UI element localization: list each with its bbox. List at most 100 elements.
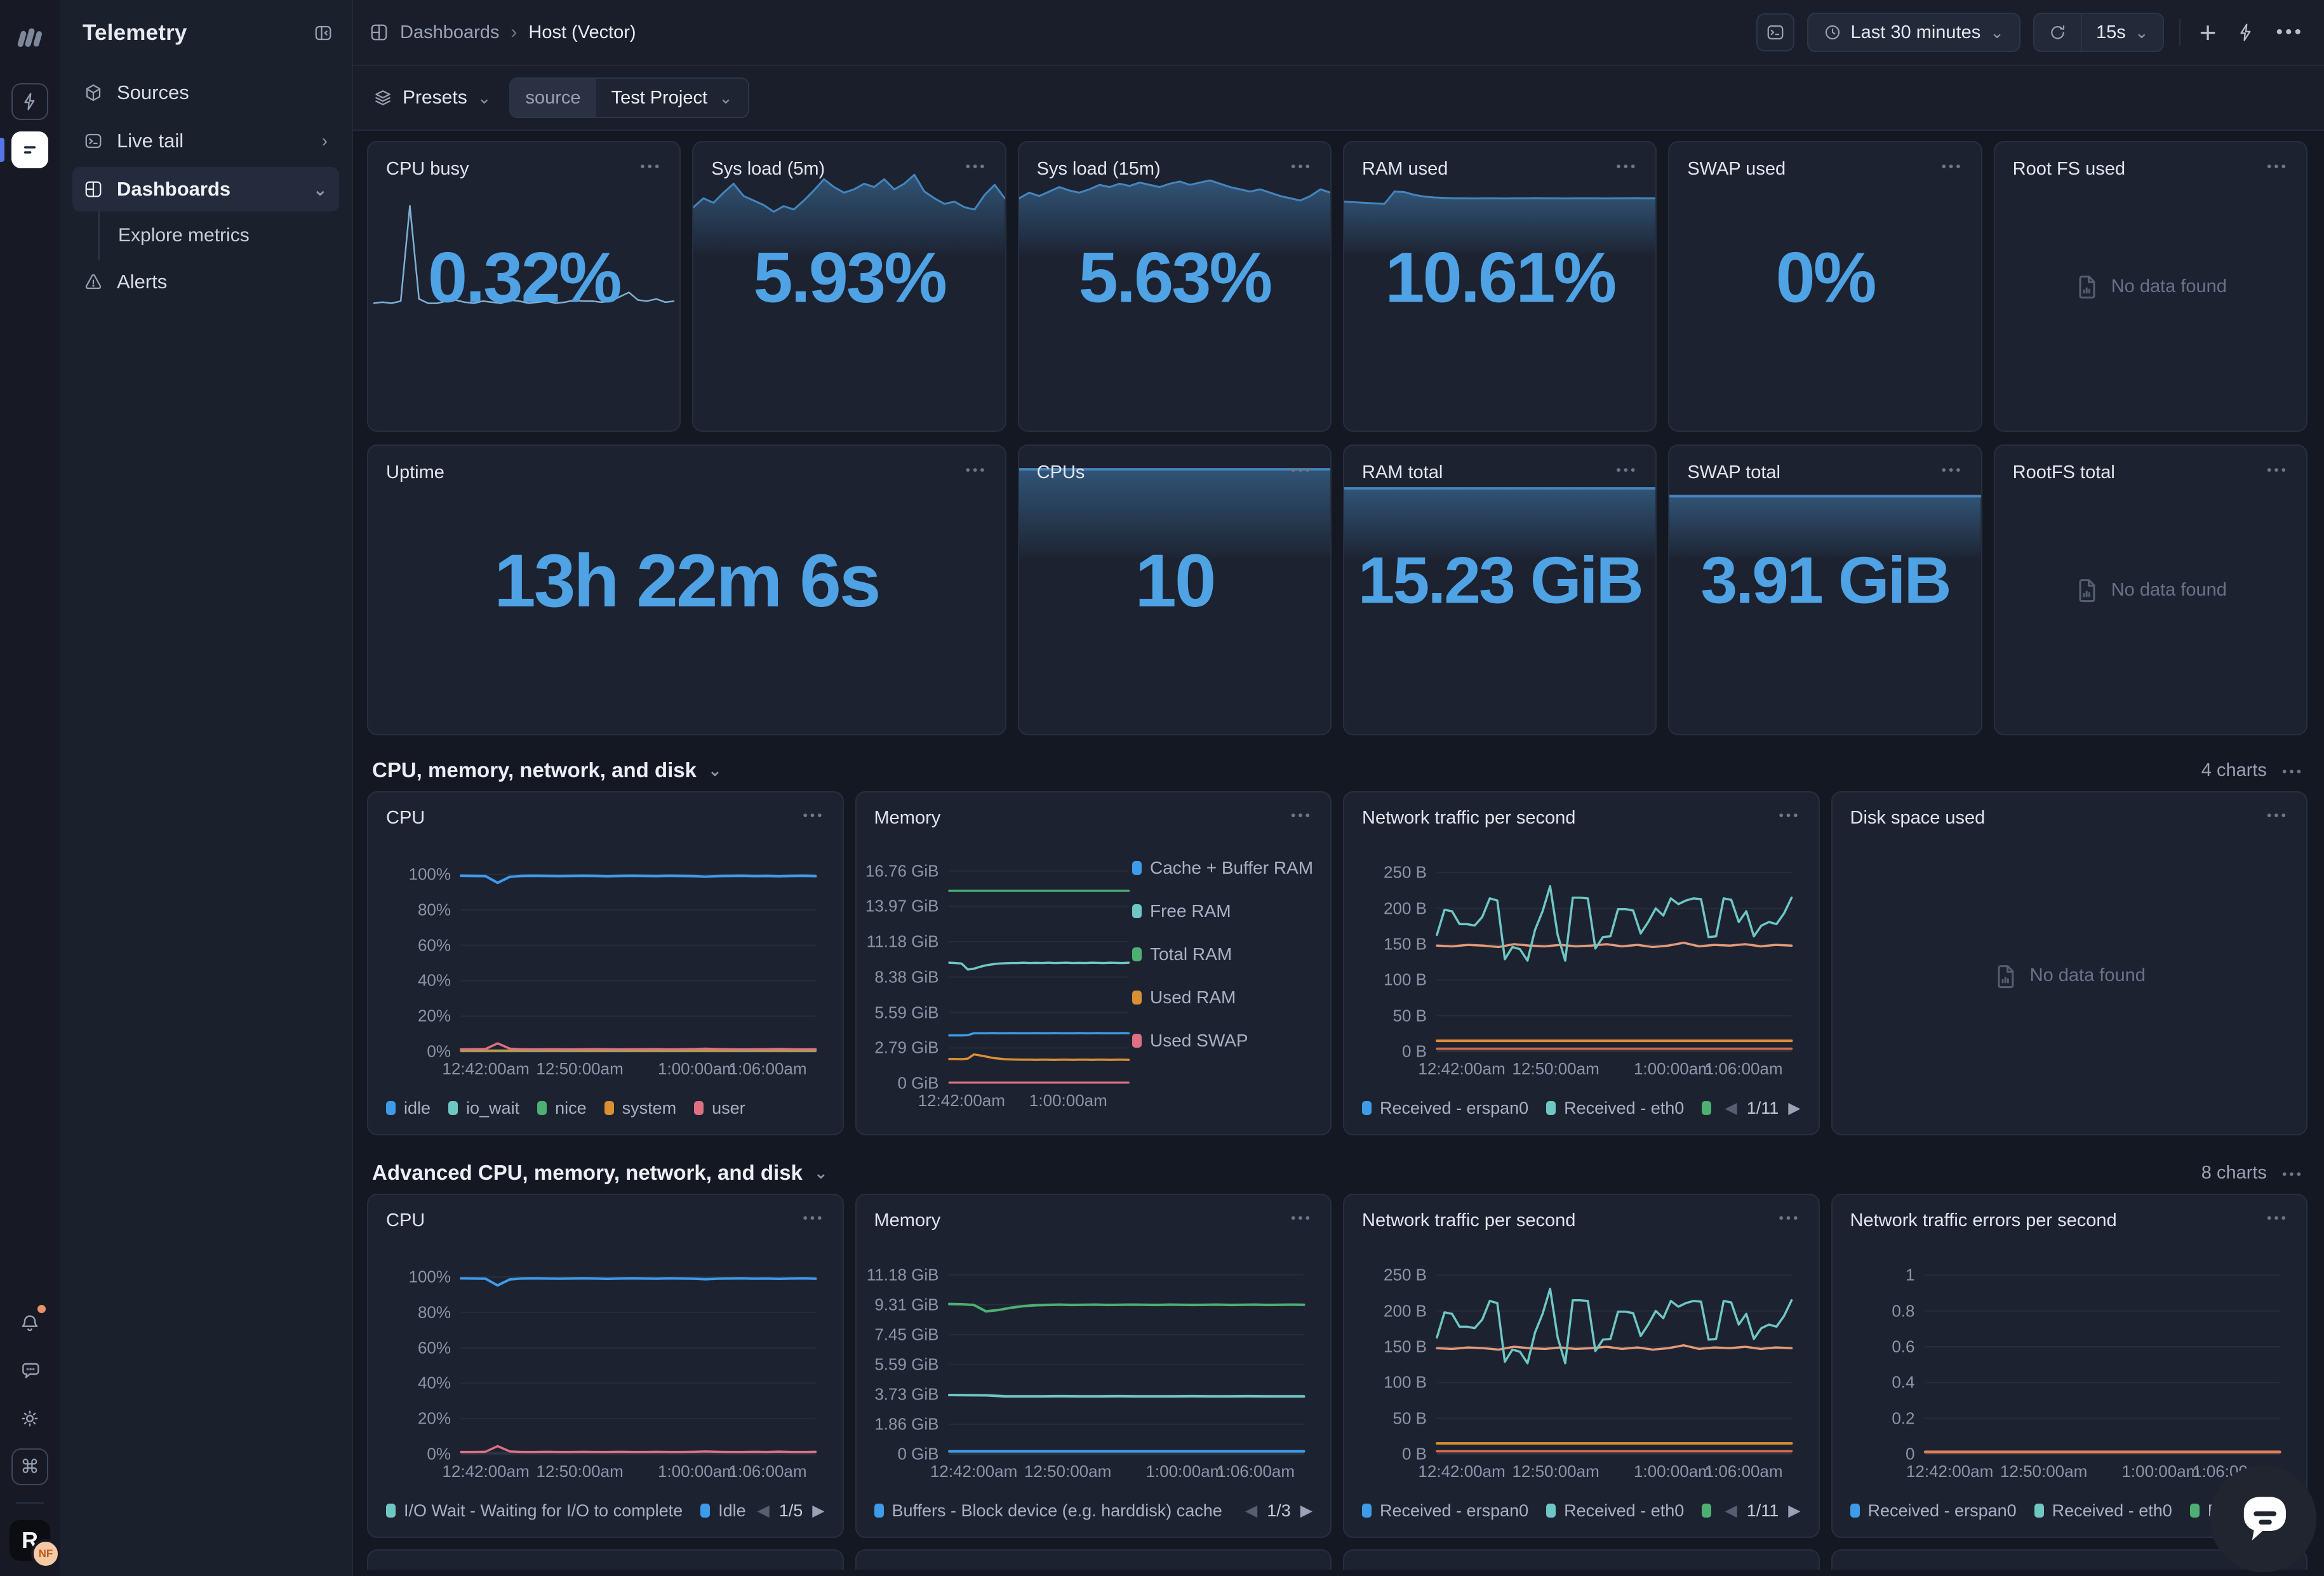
card-stub: [367, 1549, 844, 1570]
chevron-right-icon: ›: [322, 131, 328, 151]
chart-card-cpu: CPU ••• 0%20%40%60%80%100%12:42:00am12:50…: [367, 791, 844, 1135]
network-errors-chart[interactable]: 00.20.40.60.8112:42:00am12:50:00am1:00:0…: [1925, 1268, 2280, 1454]
sidebar: Telemetry Sources Live tail › Dashboards…: [60, 0, 353, 1576]
card-title: Network traffic errors per second: [1850, 1210, 2117, 1231]
card-title: RootFS total: [2013, 462, 2115, 483]
chart-card-network: Network traffic per second••• 0 B50 B100…: [1343, 791, 1820, 1135]
card-menu-icon[interactable]: •••: [1616, 462, 1638, 476]
feedback-button[interactable]: [11, 1352, 48, 1389]
chevron-down-icon: ⌄: [477, 88, 491, 108]
card-menu-icon[interactable]: •••: [1291, 462, 1312, 476]
card-menu-icon[interactable]: •••: [1942, 462, 1963, 476]
card-menu-icon[interactable]: •••: [1291, 808, 1312, 821]
no-data-label: No data found: [2111, 276, 2227, 297]
topbar: Dashboards › Host (Vector) Last 30 minut…: [353, 0, 2324, 66]
section-menu-icon[interactable]: •••: [2282, 764, 2304, 777]
breadcrumb-root[interactable]: Dashboards: [400, 22, 499, 43]
sidebar-item-explore-metrics[interactable]: Explore metrics: [72, 213, 339, 258]
rail-livetail-button[interactable]: [11, 83, 48, 120]
chat-icon: [20, 1360, 40, 1380]
card-menu-icon[interactable]: •••: [640, 159, 662, 172]
network-chart-legend[interactable]: Received - erspan0Received - eth0Re◀1/11…: [1362, 1093, 1801, 1123]
warning-icon: [84, 272, 103, 291]
notifications-button[interactable]: [11, 1304, 48, 1340]
shortcuts-button[interactable]: ⌘: [11, 1448, 48, 1485]
cpu-advanced-legend[interactable]: I/O Wait - Waiting for I/O to completeId…: [386, 1496, 825, 1525]
panel-terminal-button[interactable]: [1756, 13, 1794, 51]
sidebar-item-sources[interactable]: Sources: [72, 70, 339, 115]
help-chat-button[interactable]: [2210, 1466, 2316, 1572]
card-title: RAM total: [1362, 462, 1443, 483]
memory-advanced-chart[interactable]: 0 GiB1.86 GiB3.73 GiB5.59 GiB7.45 GiB9.3…: [949, 1268, 1304, 1454]
memory-advanced-legend[interactable]: Buffers - Block device (e.g. harddisk) c…: [874, 1496, 1313, 1525]
card-title: RAM used: [1362, 159, 1448, 180]
cube-icon: [84, 83, 103, 102]
presets-dropdown[interactable]: Presets ⌄: [373, 87, 491, 109]
time-range-picker[interactable]: Last 30 minutes ⌄: [1807, 13, 2021, 52]
no-data-label: No data found: [2030, 965, 2146, 986]
card-menu-icon[interactable]: •••: [803, 808, 824, 821]
card-menu-icon[interactable]: •••: [2267, 808, 2288, 821]
stat-value: 15.23 GiB: [1344, 544, 1655, 619]
card-menu-icon[interactable]: •••: [2267, 159, 2288, 172]
card-menu-icon[interactable]: •••: [2267, 1210, 2288, 1224]
card-menu-icon[interactable]: •••: [966, 159, 987, 172]
network-advanced-chart[interactable]: 0 B50 B100 B150 B200 B250 B12:42:00am12:…: [1437, 1268, 1792, 1454]
card-title: Root FS used: [2013, 159, 2125, 180]
stat-card-rootfs-total: RootFS total ••• No data found: [1994, 444, 2307, 735]
time-range-label: Last 30 minutes: [1851, 22, 1981, 43]
cpu-chart-legend[interactable]: idleio_waitnicesystemuser: [386, 1093, 825, 1123]
workspace-avatar[interactable]: R NF: [10, 1520, 50, 1561]
theme-button[interactable]: [11, 1400, 48, 1437]
cpu-chart[interactable]: 0%20%40%60%80%100%12:42:00am12:50:00am1:…: [461, 865, 816, 1052]
network-chart[interactable]: 0 B50 B100 B150 B200 B250 B12:42:00am12:…: [1437, 865, 1792, 1052]
more-options-button[interactable]: •••: [2272, 22, 2307, 43]
card-menu-icon[interactable]: •••: [803, 1210, 824, 1224]
layers-icon: [373, 88, 392, 107]
app-logo[interactable]: [11, 18, 48, 55]
source-filter[interactable]: source Test Project ⌄: [509, 77, 749, 118]
refresh-button[interactable]: [2034, 14, 2081, 51]
terminal-panel-icon: [1766, 23, 1785, 42]
section-title[interactable]: CPU, memory, network, and disk⌄: [372, 758, 722, 782]
collapse-sidebar-icon[interactable]: [314, 23, 333, 43]
card-menu-icon[interactable]: •••: [1942, 159, 1963, 172]
refresh-interval-select[interactable]: 15s ⌄: [2081, 14, 2163, 51]
stat-card-swap-used: SWAP used••• 0%: [1668, 141, 1982, 432]
stat-card-cpu-busy: CPU busy••• 0.32%: [367, 141, 681, 432]
rail-telemetry-button[interactable]: [11, 131, 48, 168]
card-menu-icon[interactable]: •••: [966, 462, 987, 476]
card-menu-icon[interactable]: •••: [1291, 1210, 1312, 1224]
no-data-state: No data found: [1995, 446, 2306, 734]
zap-icon: [2236, 23, 2255, 42]
chart-card-cpu-advanced: CPU••• 0%20%40%60%80%100%12:42:00am12:50…: [367, 1194, 844, 1538]
bell-icon: [20, 1312, 40, 1332]
cpu-advanced-chart[interactable]: 0%20%40%60%80%100%12:42:00am12:50:00am1:…: [461, 1268, 816, 1454]
chat-bubble-icon: [2234, 1490, 2292, 1548]
card-menu-icon[interactable]: •••: [1779, 808, 1800, 821]
section-menu-icon[interactable]: •••: [2282, 1166, 2304, 1180]
stat-value: 10: [1019, 538, 1330, 624]
stat-value: 13h 22m 6s: [368, 538, 1005, 624]
card-title: CPU: [386, 808, 425, 829]
add-chart-button[interactable]: +: [2196, 18, 2220, 47]
sidebar-item-dashboards[interactable]: Dashboards ⌄: [72, 167, 339, 211]
notification-dot: [37, 1305, 46, 1313]
card-menu-icon[interactable]: •••: [1291, 159, 1312, 172]
section-title[interactable]: Advanced CPU, memory, network, and disk⌄: [372, 1161, 828, 1185]
card-menu-icon[interactable]: •••: [1779, 1210, 1800, 1224]
logo-icon: [15, 22, 44, 51]
card-menu-icon[interactable]: •••: [2267, 462, 2288, 476]
card-menu-icon[interactable]: •••: [1616, 159, 1638, 172]
icon-rail: ⌘ R NF: [0, 0, 60, 1576]
app-window: ⌘ R NF Telemetry Sources Live tail › Das…: [0, 0, 2324, 1576]
network-advanced-legend[interactable]: Received - erspan0Received - eth0Re◀1/11…: [1362, 1496, 1801, 1525]
presets-label: Presets: [403, 87, 467, 109]
stat-card-ram-used: RAM used••• 10.61%: [1343, 141, 1657, 432]
sidebar-item-livetail[interactable]: Live tail ›: [72, 119, 339, 163]
memory-chart[interactable]: 0 GiB2.79 GiB5.59 GiB8.38 GiB11.18 GiB13…: [949, 865, 1129, 1083]
memory-chart-legend[interactable]: Cache + Buffer RAMFree RAMTotal RAMUsed …: [1128, 829, 1312, 1123]
sidebar-item-alerts[interactable]: Alerts: [72, 260, 339, 304]
card-title: CPU busy: [386, 159, 469, 180]
quick-actions-button[interactable]: [2233, 23, 2259, 42]
